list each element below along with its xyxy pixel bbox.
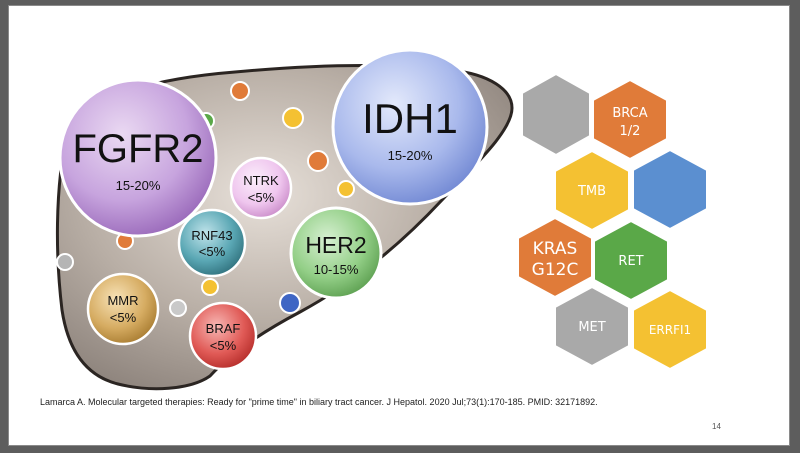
dot-yellow-1 xyxy=(282,107,304,129)
mmr-bubble xyxy=(86,272,160,346)
braf-pct: <5% xyxy=(210,338,237,353)
ntrk-pct: <5% xyxy=(248,190,275,205)
rnf43-pct: <5% xyxy=(199,244,226,259)
rnf43-bubble xyxy=(177,208,247,278)
ntrk-bubble xyxy=(229,156,293,220)
mmr-label: MMR xyxy=(107,293,138,308)
hex-tmb-label: TMB xyxy=(577,184,606,199)
her2-bubble xyxy=(289,206,383,300)
hex-errfi1 xyxy=(632,288,708,371)
hex-brca-line1: BRCA xyxy=(612,106,647,121)
dot-blue-1 xyxy=(279,292,301,314)
dot-gray-2 xyxy=(169,299,187,317)
dot-orange-1 xyxy=(230,81,250,101)
hex-brca-line2: 1/2 xyxy=(620,124,641,139)
hex-met xyxy=(554,285,630,368)
hex-blue xyxy=(632,148,708,231)
hex-tmb xyxy=(554,149,630,232)
braf-label: BRAF xyxy=(206,321,241,336)
hex-errfi1-label: ERRFI1 xyxy=(649,323,691,337)
fgfr2-label: FGFR2 xyxy=(72,127,203,171)
mmr-pct: <5% xyxy=(110,310,137,325)
hex-kras xyxy=(517,216,593,299)
hex-kras-line1: KRAS xyxy=(533,239,578,259)
hex-kras-line2: G12C xyxy=(532,260,579,280)
hex-met-label: MET xyxy=(578,320,605,335)
hex-ret-label: RET xyxy=(618,254,643,269)
braf-bubble xyxy=(188,301,258,371)
idh1-bubble xyxy=(331,48,489,206)
rnf43-label: RNF43 xyxy=(191,228,232,243)
dot-orange-2 xyxy=(307,150,329,172)
hex-gray-top xyxy=(521,72,591,157)
idh1-pct: 15-20% xyxy=(388,148,433,163)
fgfr2-bubble xyxy=(58,78,218,238)
dot-gray-1 xyxy=(56,253,74,271)
citation: Lamarca A. Molecular targeted therapies:… xyxy=(40,397,598,407)
fgfr2-pct: 15-20% xyxy=(116,178,161,193)
dot-yellow-2 xyxy=(337,180,355,198)
ntrk-label: NTRK xyxy=(243,173,279,188)
her2-pct: 10-15% xyxy=(314,262,359,277)
dot-yellow-3 xyxy=(201,278,219,296)
hex-ret xyxy=(593,219,669,302)
her2-label: HER2 xyxy=(305,232,366,258)
hex-brca xyxy=(592,78,668,161)
page-number: 14 xyxy=(712,422,721,431)
idh1-label: IDH1 xyxy=(362,95,458,142)
